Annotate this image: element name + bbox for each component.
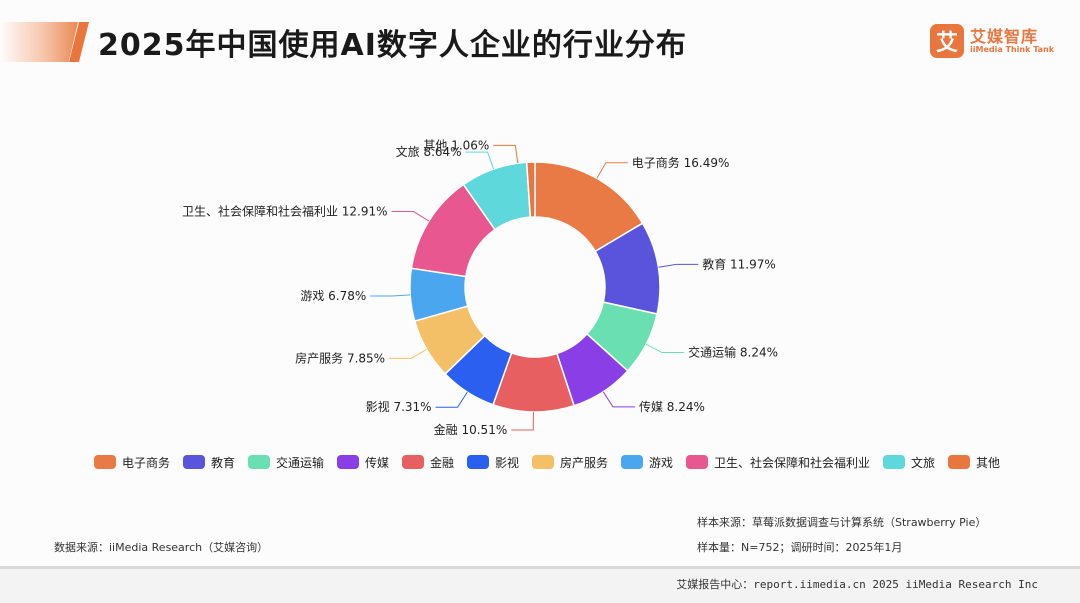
logo-text-en: iiMedia Think Tank	[970, 45, 1055, 54]
slice-label-0: 电子商务 16.49%	[632, 155, 730, 170]
leader-line-6	[389, 348, 427, 359]
leader-line-5	[435, 391, 468, 408]
legend-item-5: 影视	[467, 455, 519, 470]
footer-bar	[0, 566, 1080, 603]
slice-label-10: 其他 1.06%	[423, 138, 489, 152]
legend-swatch-6	[532, 455, 554, 469]
legend-item-10: 其他	[948, 455, 1000, 470]
footer-text: 艾媒报告中心：report.iimedia.cn 2025 iiMedia Re…	[676, 578, 1038, 591]
legend-label-4: 金融	[430, 455, 454, 470]
legend-swatch-3	[337, 455, 359, 469]
legend-item-0: 电子商务	[94, 455, 170, 470]
sample-size-note: 样本量：N=752；调研时间：2025年1月	[697, 541, 903, 554]
legend-label-7: 游戏	[649, 456, 673, 470]
slice-label-7: 游戏 6.78%	[300, 289, 366, 303]
legend-item-6: 房产服务	[532, 455, 608, 470]
leader-line-2	[645, 343, 685, 354]
legend-item-9: 文旅	[883, 455, 935, 470]
legend-item-7: 游戏	[621, 455, 673, 470]
legend-item-1: 教育	[183, 455, 235, 470]
leader-line-0	[596, 162, 628, 179]
legend-swatch-9	[883, 455, 905, 469]
legend-swatch-5	[467, 455, 489, 469]
slice-label-9: 文旅 8.64%	[396, 144, 462, 159]
slice-label-6: 房产服务 7.85%	[295, 350, 385, 365]
leader-line-8	[391, 211, 430, 222]
legend-label-0: 电子商务	[122, 455, 170, 470]
legend-swatch-10	[948, 455, 970, 469]
legend-swatch-2	[248, 455, 270, 469]
legend-item-3: 传媒	[337, 455, 389, 470]
legend-swatch-0	[94, 455, 116, 469]
legend-label-9: 文旅	[911, 455, 935, 470]
slice-label-4: 金融 10.51%	[434, 422, 508, 437]
slice-label-1: 教育 11.97%	[702, 256, 776, 271]
logo-text-cn: 艾媒智库	[970, 27, 1039, 46]
leader-line-4	[511, 411, 534, 431]
legend-swatch-1	[183, 455, 205, 469]
legend-label-2: 交通运输	[276, 455, 324, 470]
donut-slice-10	[525, 161, 536, 218]
legend-label-10: 其他	[976, 456, 1000, 470]
legend-label-3: 传媒	[365, 455, 389, 470]
slice-label-5: 影视 7.31%	[366, 399, 432, 414]
sample-source-note: 样本来源：草莓派数据调查与计算系统（Strawberry Pie）	[697, 516, 987, 529]
legend-item-4: 金融	[402, 455, 454, 470]
leader-line-7	[370, 294, 411, 297]
legend-label-8: 卫生、社会保障和社会福利业	[714, 455, 870, 470]
leader-line-9	[465, 151, 495, 170]
logo-mark-icon: 艾	[930, 24, 964, 58]
legend-label-6: 房产服务	[560, 455, 608, 470]
legend-label-1: 教育	[211, 455, 235, 470]
legend-item-8: 卫生、社会保障和社会福利业	[686, 455, 870, 470]
slice-label-2: 交通运输 8.24%	[688, 345, 778, 360]
legend-swatch-8	[686, 455, 708, 469]
leader-line-3	[602, 391, 635, 408]
leader-line-10	[493, 144, 519, 164]
leader-line-1	[658, 263, 699, 268]
legend-swatch-4	[402, 455, 424, 469]
slice-label-8: 卫生、社会保障和社会福利业 12.91%	[182, 204, 388, 219]
legend-label-5: 影视	[495, 455, 519, 470]
header-accent-band	[0, 22, 78, 62]
page-title: 2025年中国使用AI数字人企业的行业分布	[98, 28, 687, 63]
data-source-note: 数据来源：iiMedia Research（艾媒咨询）	[54, 541, 269, 554]
legend-item-2: 交通运输	[248, 455, 324, 470]
slice-label-3: 传媒 8.24%	[639, 399, 705, 414]
legend-swatch-7	[621, 455, 643, 469]
